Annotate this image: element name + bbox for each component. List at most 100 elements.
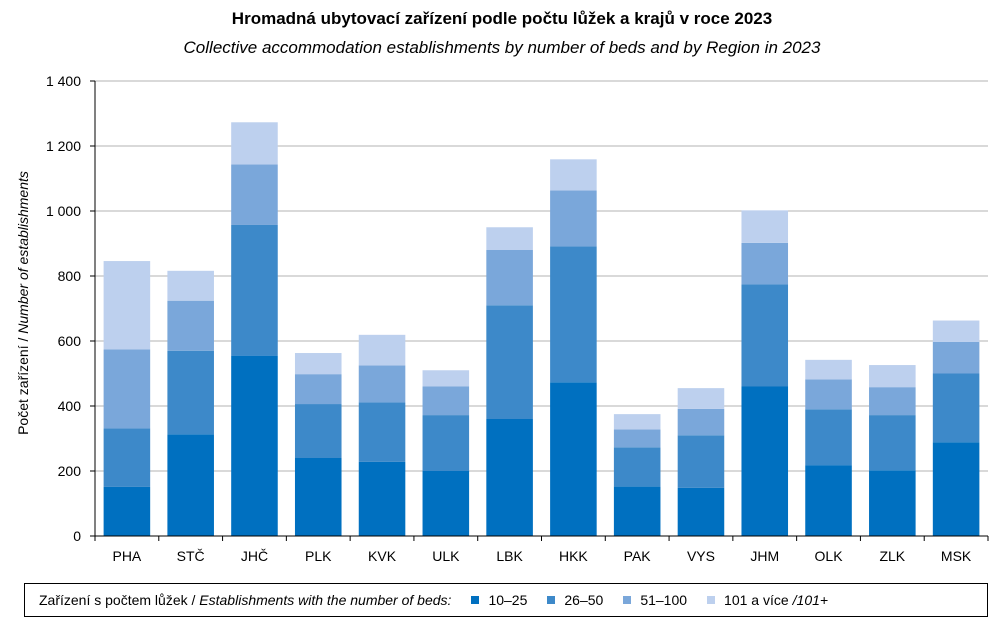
bar-pak-10-25 — [613, 486, 661, 536]
bar-vys-26-50 — [677, 435, 725, 488]
bar-kvk-26-50 — [358, 402, 406, 462]
bar-vys-101-a-v-ce — [677, 388, 725, 409]
x-tick-label-lbk: LBK — [496, 548, 523, 564]
y-tick-label: 0 — [73, 528, 81, 544]
bar-st-101-a-v-ce — [167, 270, 214, 301]
bar-plk-10-25 — [294, 458, 342, 536]
x-tick-label-olk: OLK — [815, 548, 844, 564]
y-axis-title: Počet zařízení / Number of establishment… — [15, 171, 31, 435]
y-tick-label: 1 000 — [46, 203, 81, 219]
x-tick-label-plk: PLK — [305, 548, 332, 564]
x-tick-label-ulk: ULK — [432, 548, 460, 564]
x-tick-label-jh: JHČ — [241, 548, 268, 564]
chart-subtitle: Collective accommodation establishments … — [183, 38, 821, 57]
legend-swatch-51-100 — [623, 596, 632, 604]
x-tick-label-vys: VYS — [687, 548, 715, 564]
bar-pha-26-50 — [103, 428, 151, 487]
bar-jh-26-50 — [231, 224, 278, 356]
legend-label-26-50: 26–50 — [564, 592, 604, 608]
bar-ulk-101-a-v-ce — [422, 370, 470, 387]
y-tick-label: 600 — [58, 333, 82, 349]
bar-pak-101-a-v-ce — [613, 414, 661, 430]
bar-jh-51-100 — [231, 164, 278, 225]
legend-item-26-50: 26–50 — [547, 592, 603, 608]
bar-zlk-101-a-v-ce — [869, 365, 916, 388]
bar-zlk-10-25 — [869, 470, 916, 536]
bar-pha-51-100 — [103, 349, 151, 429]
legend-caption-en: Establishments with the number of beds: — [199, 592, 452, 608]
y-axis-label: Počet zařízení / Number of establishment… — [15, 171, 31, 435]
bar-kvk-51-100 — [358, 365, 406, 403]
legend: Zařízení s počtem lůžek / Establishments… — [24, 583, 988, 617]
bar-kvk-101-a-v-ce — [358, 334, 406, 366]
bar-zlk-26-50 — [869, 415, 916, 471]
y-axis-label-cs: Počet zařízení — [15, 345, 31, 435]
legend-caption-cs: Zařízení s počtem lůžek — [39, 592, 188, 608]
bar-msk-101-a-v-ce — [932, 320, 980, 342]
x-tick-label-pak: PAK — [624, 548, 652, 564]
legend-caption-sep: / — [187, 592, 200, 608]
bars — [103, 122, 980, 536]
legend-label-10-25: 10–25 — [488, 592, 528, 608]
bar-plk-101-a-v-ce — [294, 353, 342, 375]
legend-label-51-100: 51–100 — [640, 592, 688, 608]
bar-msk-26-50 — [932, 373, 980, 443]
chart-title: Hromadná ubytovací zařízení podle počtu … — [231, 9, 773, 28]
bar-jh-101-a-v-ce — [231, 122, 278, 165]
bar-msk-51-100 — [932, 341, 980, 374]
bar-olk-51-100 — [805, 379, 852, 410]
bar-hkk-10-25 — [550, 382, 597, 536]
bar-lbk-101-a-v-ce — [486, 227, 533, 250]
bar-vys-10-25 — [677, 487, 725, 536]
legend-label-101-plus-suffix: /101+ — [792, 592, 829, 608]
bar-lbk-51-100 — [486, 250, 533, 306]
bar-plk-26-50 — [294, 404, 342, 458]
bar-jhm-26-50 — [741, 284, 789, 387]
bar-ulk-51-100 — [422, 386, 470, 416]
bar-st-26-50 — [167, 350, 214, 435]
bar-msk-10-25 — [932, 442, 980, 536]
y-tick-label: 400 — [58, 398, 82, 414]
y-axis-label-en: Number of establishments — [15, 171, 31, 334]
bar-hkk-101-a-v-ce — [550, 159, 597, 191]
bar-jhm-51-100 — [741, 242, 789, 285]
y-tick-label: 1 200 — [46, 138, 81, 154]
x-tick-label-jhm: JHM — [750, 548, 779, 564]
bar-lbk-26-50 — [486, 305, 533, 419]
bar-hkk-26-50 — [550, 246, 597, 383]
bar-lbk-10-25 — [486, 419, 533, 536]
bar-plk-51-100 — [294, 374, 342, 405]
x-tick-label-msk: MSK — [941, 548, 972, 564]
bar-ulk-26-50 — [422, 415, 470, 471]
legend-swatch-101-plus — [707, 596, 716, 604]
bar-pha-101-a-v-ce — [103, 261, 151, 350]
bar-jh-10-25 — [231, 355, 278, 536]
bar-olk-101-a-v-ce — [805, 359, 852, 380]
legend-item-101-plus: 101 a více /101+ — [707, 592, 828, 608]
y-tick-label: 800 — [58, 268, 82, 284]
bar-pak-51-100 — [613, 429, 661, 448]
bar-jhm-10-25 — [741, 386, 789, 536]
bar-pak-26-50 — [613, 447, 661, 487]
bar-st-10-25 — [167, 434, 214, 536]
legend-item-51-100: 51–100 — [623, 592, 687, 608]
x-tick-label-st: STČ — [177, 548, 205, 564]
gridlines — [95, 80, 988, 472]
bar-pha-10-25 — [103, 486, 151, 536]
x-tick-label-kvk: KVK — [368, 548, 397, 564]
bar-olk-10-25 — [805, 465, 852, 536]
bar-kvk-10-25 — [358, 461, 406, 536]
y-tick-label: 1 400 — [46, 73, 81, 89]
x-tick-label-pha: PHA — [112, 548, 141, 564]
legend-swatch-10-25 — [471, 596, 480, 604]
bar-zlk-51-100 — [869, 387, 916, 416]
y-axis-label-sep: / — [15, 334, 31, 346]
x-tick-label-hkk: HKK — [559, 548, 588, 564]
bar-olk-26-50 — [805, 409, 852, 466]
bar-st-51-100 — [167, 300, 214, 351]
legend-item-10-25: 10–25 — [471, 592, 527, 608]
legend-label-101-plus: 101 a více — [724, 592, 789, 608]
axes: 0 200 400 600 800 1 000 1 200 1 400 PHA STČ JHČ PLK… — [46, 73, 989, 564]
bar-ulk-10-25 — [422, 471, 470, 536]
